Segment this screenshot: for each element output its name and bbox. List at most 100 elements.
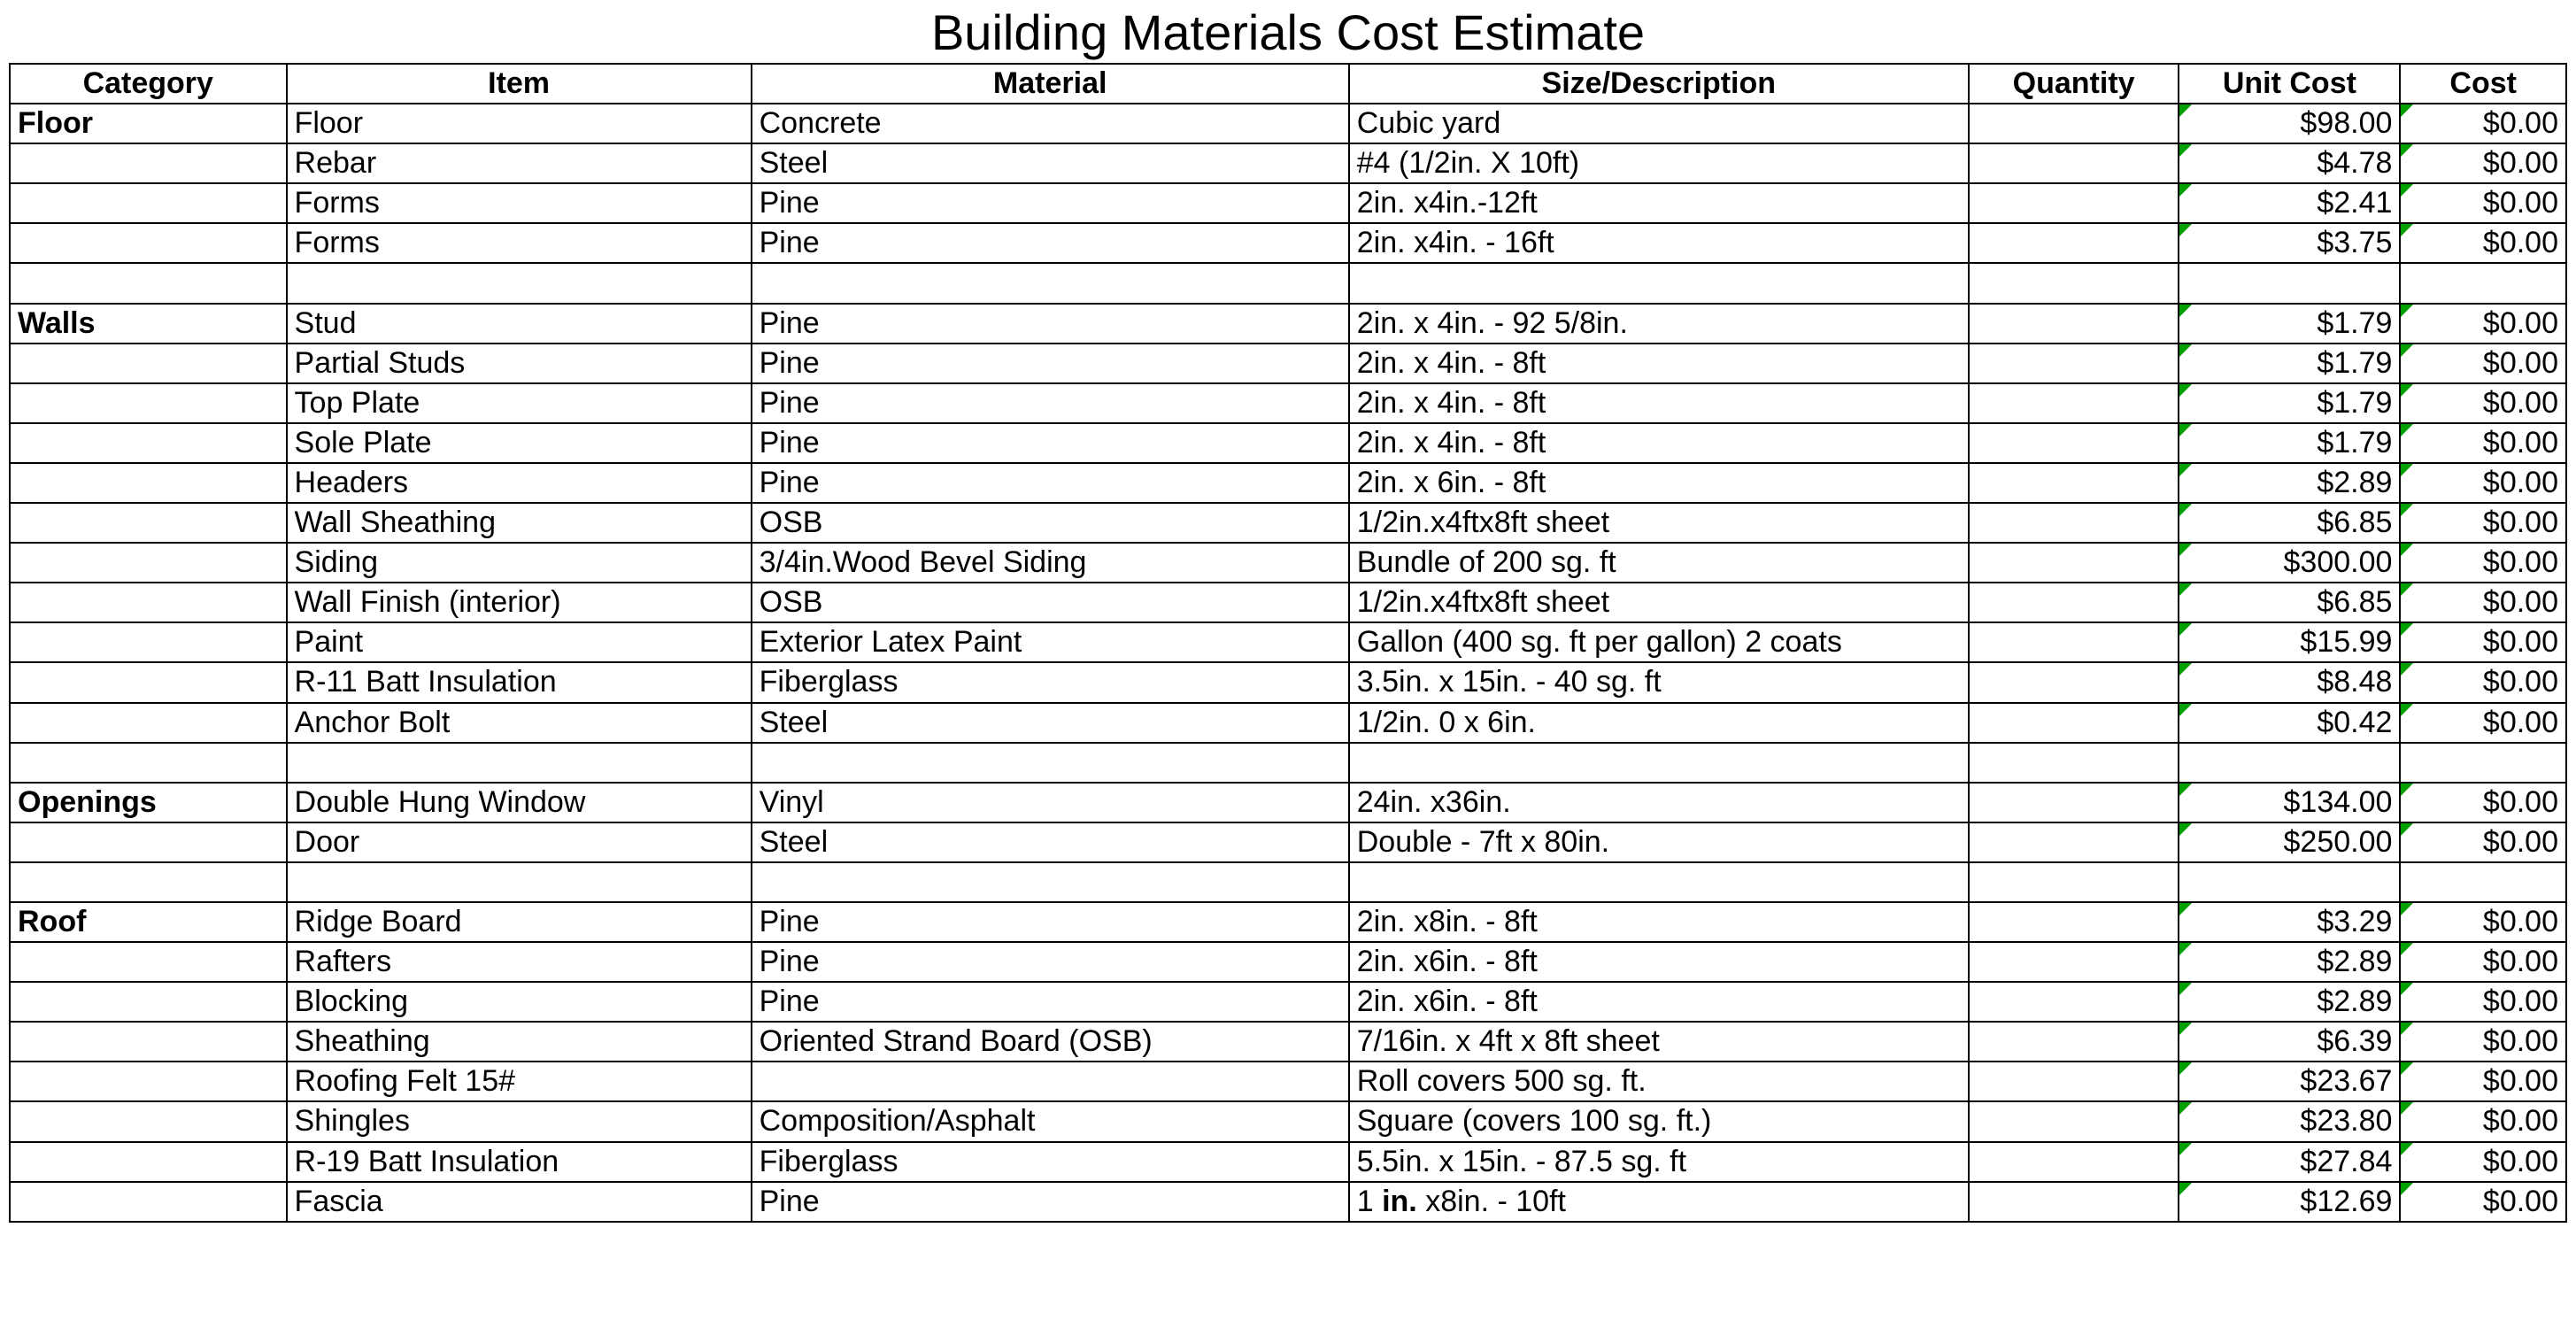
cell-quantity[interactable] <box>1969 503 2179 543</box>
cell-size[interactable]: 2in. x4in. - 16ft <box>1349 223 1969 263</box>
cell-size[interactable]: Cubic yard <box>1349 104 1969 143</box>
cell-category[interactable]: Openings <box>10 783 287 822</box>
cell-material[interactable]: OSB <box>752 583 1349 622</box>
cell-quantity[interactable] <box>1969 822 2179 862</box>
cell-cost[interactable]: $0.00 <box>2400 1101 2566 1141</box>
cell-category[interactable] <box>10 942 287 982</box>
cell-cost[interactable]: $0.00 <box>2400 822 2566 862</box>
cell-material[interactable]: Pine <box>752 942 1349 982</box>
cell-item[interactable]: Paint <box>287 622 752 662</box>
cell-unit-cost[interactable]: $23.80 <box>2179 1101 2400 1141</box>
cell-category[interactable] <box>10 1182 287 1222</box>
cell-item[interactable]: R-11 Batt Insulation <box>287 662 752 702</box>
cell-category[interactable] <box>10 1101 287 1141</box>
cell-material[interactable] <box>752 1062 1349 1101</box>
cell-category[interactable] <box>10 223 287 263</box>
cell-unit-cost[interactable]: $12.69 <box>2179 1182 2400 1222</box>
cell-size[interactable]: Sguare (covers 100 sg. ft.) <box>1349 1101 1969 1141</box>
cell-material[interactable]: Pine <box>752 223 1349 263</box>
cell-unit-cost[interactable]: $250.00 <box>2179 822 2400 862</box>
cell-size[interactable]: 2in. x6in. - 8ft <box>1349 982 1969 1022</box>
cell-unit-cost[interactable]: $6.85 <box>2179 583 2400 622</box>
cell-item[interactable]: Forms <box>287 223 752 263</box>
cell-cost[interactable]: $0.00 <box>2400 463 2566 503</box>
cell-unit-cost[interactable]: $1.79 <box>2179 423 2400 463</box>
empty-cell[interactable] <box>752 263 1349 303</box>
cell-cost[interactable]: $0.00 <box>2400 383 2566 423</box>
cell-category[interactable] <box>10 143 287 183</box>
cell-unit-cost[interactable]: $6.85 <box>2179 503 2400 543</box>
cell-quantity[interactable] <box>1969 1022 2179 1062</box>
cell-item[interactable]: Forms <box>287 183 752 223</box>
cell-category[interactable] <box>10 543 287 583</box>
cell-quantity[interactable] <box>1969 344 2179 383</box>
cell-size[interactable]: 3.5in. x 15in. - 40 sg. ft <box>1349 662 1969 702</box>
cell-unit-cost[interactable]: $2.89 <box>2179 463 2400 503</box>
cell-size[interactable]: 2in. x 4in. - 8ft <box>1349 383 1969 423</box>
cell-material[interactable]: Pine <box>752 1182 1349 1222</box>
empty-cell[interactable] <box>10 862 287 902</box>
cell-cost[interactable]: $0.00 <box>2400 423 2566 463</box>
cell-item[interactable]: Rebar <box>287 143 752 183</box>
cell-cost[interactable]: $0.00 <box>2400 543 2566 583</box>
cell-material[interactable]: Pine <box>752 902 1349 942</box>
cell-quantity[interactable] <box>1969 183 2179 223</box>
empty-cell[interactable] <box>10 743 287 783</box>
cell-item[interactable]: Roofing Felt 15# <box>287 1062 752 1101</box>
cell-category[interactable] <box>10 1022 287 1062</box>
cell-cost[interactable]: $0.00 <box>2400 304 2566 344</box>
cell-category[interactable]: Roof <box>10 902 287 942</box>
cell-item[interactable]: Wall Finish (interior) <box>287 583 752 622</box>
empty-cell[interactable] <box>752 743 1349 783</box>
empty-cell[interactable] <box>2400 862 2566 902</box>
cell-cost[interactable]: $0.00 <box>2400 1142 2566 1182</box>
cell-size[interactable]: 5.5in. x 15in. - 87.5 sg. ft <box>1349 1142 1969 1182</box>
cell-cost[interactable]: $0.00 <box>2400 622 2566 662</box>
cell-size[interactable]: Gallon (400 sg. ft per gallon) 2 coats <box>1349 622 1969 662</box>
empty-cell[interactable] <box>1969 743 2179 783</box>
cell-quantity[interactable] <box>1969 703 2179 743</box>
cell-unit-cost[interactable]: $1.79 <box>2179 304 2400 344</box>
empty-cell[interactable] <box>1349 263 1969 303</box>
cell-unit-cost[interactable]: $98.00 <box>2179 104 2400 143</box>
cell-material[interactable]: Oriented Strand Board (OSB) <box>752 1022 1349 1062</box>
empty-cell[interactable] <box>287 743 752 783</box>
cell-quantity[interactable] <box>1969 1062 2179 1101</box>
cell-cost[interactable]: $0.00 <box>2400 503 2566 543</box>
cell-category[interactable] <box>10 1142 287 1182</box>
cell-unit-cost[interactable]: $1.79 <box>2179 383 2400 423</box>
empty-cell[interactable] <box>752 862 1349 902</box>
cell-size[interactable]: 2in. x 4in. - 8ft <box>1349 344 1969 383</box>
cell-quantity[interactable] <box>1969 304 2179 344</box>
empty-cell[interactable] <box>2179 862 2400 902</box>
cell-category[interactable] <box>10 822 287 862</box>
cell-cost[interactable]: $0.00 <box>2400 583 2566 622</box>
empty-cell[interactable] <box>2179 743 2400 783</box>
cell-cost[interactable]: $0.00 <box>2400 942 2566 982</box>
cell-item[interactable]: Double Hung Window <box>287 783 752 822</box>
empty-cell[interactable] <box>1969 862 2179 902</box>
cell-size[interactable]: Roll covers 500 sg. ft. <box>1349 1062 1969 1101</box>
cell-quantity[interactable] <box>1969 622 2179 662</box>
cell-category[interactable] <box>10 383 287 423</box>
cell-item[interactable]: Ridge Board <box>287 902 752 942</box>
cell-quantity[interactable] <box>1969 1142 2179 1182</box>
cell-item[interactable]: Anchor Bolt <box>287 703 752 743</box>
cell-material[interactable]: OSB <box>752 503 1349 543</box>
cell-quantity[interactable] <box>1969 942 2179 982</box>
cell-category[interactable] <box>10 463 287 503</box>
cell-material[interactable]: Pine <box>752 304 1349 344</box>
cell-quantity[interactable] <box>1969 104 2179 143</box>
cell-item[interactable]: Partial Studs <box>287 344 752 383</box>
cell-cost[interactable]: $0.00 <box>2400 982 2566 1022</box>
cell-category[interactable] <box>10 1062 287 1101</box>
cell-cost[interactable]: $0.00 <box>2400 902 2566 942</box>
cell-item[interactable]: Sole Plate <box>287 423 752 463</box>
cell-cost[interactable]: $0.00 <box>2400 1062 2566 1101</box>
cell-item[interactable]: Door <box>287 822 752 862</box>
cell-size[interactable]: Double - 7ft x 80in. <box>1349 822 1969 862</box>
cell-material[interactable]: Pine <box>752 183 1349 223</box>
empty-cell[interactable] <box>2400 263 2566 303</box>
cell-unit-cost[interactable]: $0.42 <box>2179 703 2400 743</box>
cell-cost[interactable]: $0.00 <box>2400 183 2566 223</box>
